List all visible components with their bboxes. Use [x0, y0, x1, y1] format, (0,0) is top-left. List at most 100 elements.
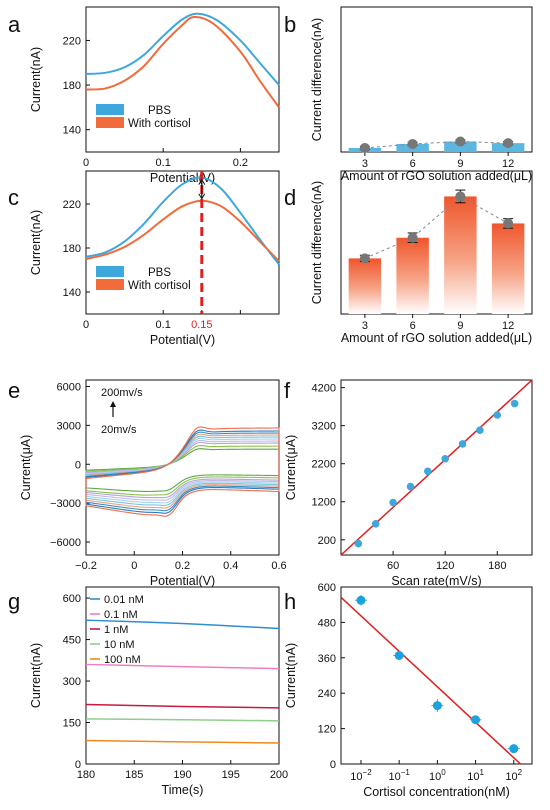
x-tick-label-exponent: −1	[401, 768, 411, 777]
y-axis-label: Current(μA)	[284, 435, 298, 501]
x-tick-label-base: 10	[388, 771, 400, 783]
x-tick-label: 195	[222, 769, 240, 781]
data-point	[493, 411, 502, 419]
bar	[396, 237, 429, 314]
x-tick-label: 0.2	[175, 560, 190, 572]
data-point	[354, 539, 363, 548]
chart-panel-f: f Scan rate(mV/s) Current(μA) 200 1200 2200 32…	[284, 378, 533, 588]
y-tick-label: 180	[63, 80, 81, 92]
bar	[444, 141, 477, 152]
x-tick-label: 12	[502, 158, 514, 170]
chart-panel-d: d Amount of rGO solution added(μL) Current…	[284, 170, 533, 345]
annotation-low-rate: 20mv/s	[101, 424, 137, 436]
y-tick-label: 2200	[312, 459, 336, 471]
y-tick-label: 4200	[312, 383, 336, 395]
data-point	[407, 138, 418, 149]
data-point	[471, 715, 481, 725]
y-tick-label: 0	[75, 459, 81, 471]
bar	[444, 196, 477, 314]
panel-label: d	[284, 185, 296, 210]
x-tick-label: 180	[488, 560, 506, 572]
bar	[348, 258, 382, 314]
data-point	[359, 253, 370, 264]
x-tick-label: 12	[502, 320, 514, 332]
legend-label: 0.01 nM	[104, 594, 144, 606]
x-tick-label: 0.6	[271, 560, 286, 572]
data-point	[458, 440, 467, 448]
y-tick-label: 120	[318, 724, 336, 736]
x-tick-label: 6	[410, 158, 416, 170]
x-axis-label: Cortisol concentration(nM)	[363, 785, 510, 799]
y-tick-label: 0	[330, 759, 336, 771]
x-tick-label-base: 10	[429, 771, 441, 783]
x-tick-label-base: 10	[350, 771, 362, 783]
x-tick-label-base: 10	[505, 771, 517, 783]
data-point	[503, 138, 514, 149]
x-tick-label: 10−1	[388, 768, 410, 783]
x-tick-label-exponent: 2	[518, 768, 523, 777]
x-tick-label: −0.2	[75, 560, 97, 572]
series-line	[85, 16, 280, 108]
x-tick-label: 180	[77, 769, 95, 781]
y-axis-label: Current(nA)	[29, 643, 43, 708]
x-axis-label: Potential(V)	[150, 333, 215, 347]
data-point	[509, 744, 519, 754]
series-line	[85, 718, 280, 722]
trend-line	[364, 141, 509, 149]
y-tick-label: 220	[63, 35, 81, 47]
y-axis-label: Current(μA)	[19, 435, 33, 501]
x-tick-label: 9	[457, 320, 463, 332]
trend-line	[364, 195, 509, 259]
x-axis-label: Time(s)	[162, 783, 204, 797]
x-tick-label: 6	[410, 320, 416, 332]
x-tick-label: 200	[270, 769, 288, 781]
panel-label: a	[8, 12, 21, 37]
legend-swatch	[96, 279, 124, 290]
x-tick-label: 9	[457, 158, 463, 170]
y-tick-label: 0	[75, 759, 81, 771]
fit-line	[340, 379, 533, 556]
data-point	[356, 595, 366, 605]
plot-frame	[340, 379, 533, 556]
data-point	[455, 191, 466, 202]
x-tick-label: 101	[467, 768, 484, 783]
y-tick-label: 140	[63, 125, 81, 137]
data-point	[406, 482, 415, 491]
series-line	[85, 739, 280, 744]
panel-label: g	[8, 589, 20, 614]
x-tick-label: 0.4	[223, 560, 238, 572]
y-tick-label: 150	[63, 718, 81, 730]
difference-arrowhead-bottom	[198, 193, 206, 200]
plot-frame	[85, 6, 280, 153]
panel-label: h	[284, 589, 296, 614]
data-point	[407, 232, 418, 243]
legend-swatch	[96, 104, 124, 115]
annotation-high-rate: 200mv/s	[101, 387, 143, 399]
x-tick-label-exponent: 0	[441, 768, 446, 777]
x-tick-label-exponent: 1	[479, 768, 484, 777]
y-tick-label: 180	[63, 243, 81, 255]
x-tick-label: 0.15	[191, 319, 212, 331]
data-point	[359, 142, 370, 153]
y-axis-label: Current(nA)	[29, 47, 43, 112]
x-tick-label-base: 10	[467, 771, 479, 783]
series-line	[85, 12, 280, 86]
data-point	[510, 399, 519, 408]
series-line	[85, 703, 280, 709]
y-axis-label: Current(nA)	[284, 643, 298, 708]
y-tick-label: 450	[63, 635, 81, 647]
panel-label: b	[284, 12, 296, 37]
x-tick-label: 0	[131, 560, 137, 572]
legend-swatch	[96, 117, 124, 128]
data-point	[432, 701, 442, 711]
panel-label: e	[8, 378, 20, 403]
legend-label: PBS	[148, 267, 171, 279]
data-point	[389, 498, 397, 507]
y-tick-label: 3200	[312, 421, 336, 433]
x-tick-label: 100	[429, 768, 446, 783]
y-tick-label: −3000	[50, 498, 81, 510]
panel-label: f	[284, 378, 291, 403]
x-tick-label: 0.1	[156, 157, 171, 169]
y-tick-label: −6000	[50, 537, 81, 549]
